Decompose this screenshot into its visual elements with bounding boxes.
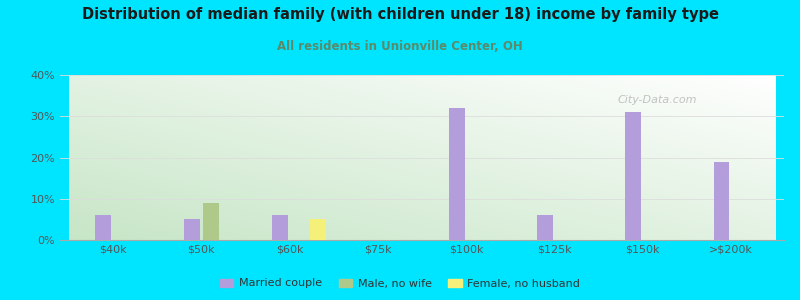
Bar	[95, 215, 111, 240]
Bar	[203, 203, 218, 240]
Bar	[537, 215, 553, 240]
Bar	[272, 215, 288, 240]
Text: Distribution of median family (with children under 18) income by family type: Distribution of median family (with chil…	[82, 8, 718, 22]
Bar	[449, 108, 465, 240]
Legend: Married couple, Male, no wife, Female, no husband: Married couple, Male, no wife, Female, n…	[215, 274, 585, 293]
Bar	[714, 162, 730, 240]
Bar	[310, 219, 326, 240]
Text: All residents in Unionville Center, OH: All residents in Unionville Center, OH	[277, 40, 523, 53]
Bar	[626, 112, 641, 240]
Text: City-Data.com: City-Data.com	[618, 95, 697, 105]
Bar	[184, 219, 200, 240]
